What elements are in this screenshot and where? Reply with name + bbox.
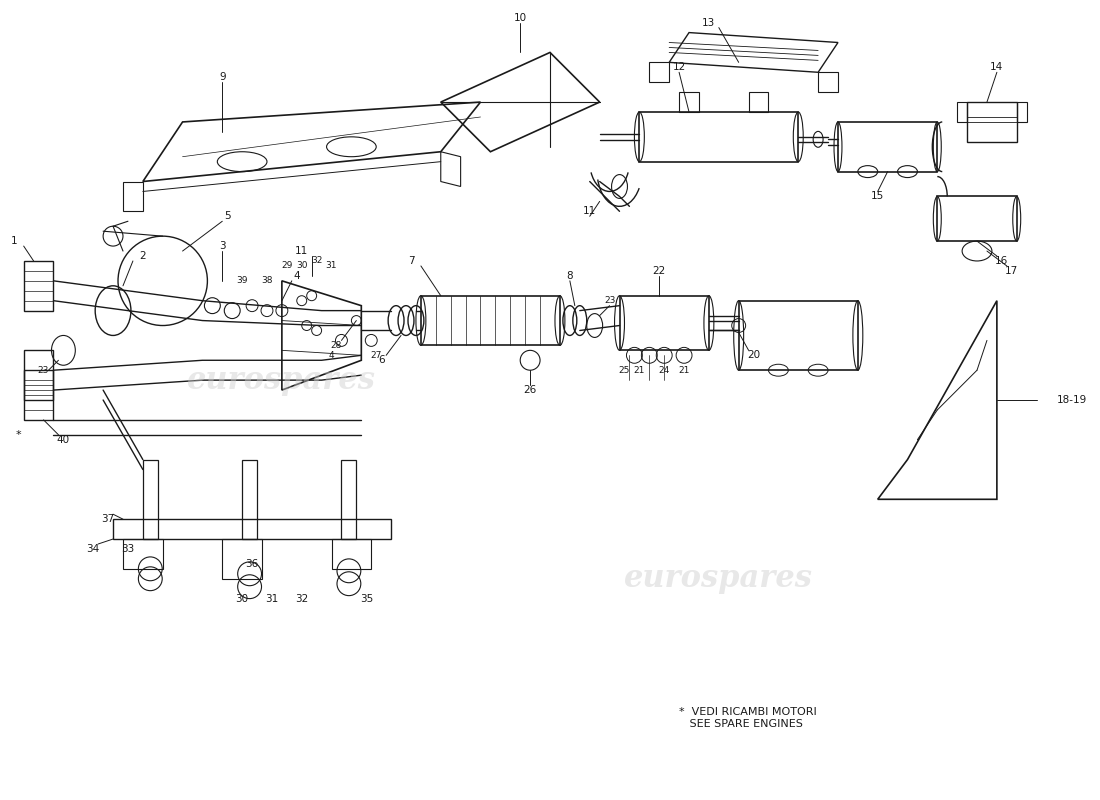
Text: 34: 34	[87, 544, 100, 554]
Text: 1: 1	[10, 236, 18, 246]
Text: 17: 17	[1005, 266, 1019, 276]
Text: 38: 38	[261, 276, 273, 286]
Text: 4: 4	[329, 351, 334, 360]
Text: 6: 6	[378, 355, 385, 366]
Text: 9: 9	[219, 72, 225, 82]
Text: 8: 8	[566, 271, 573, 281]
Bar	[739, 301, 858, 370]
Bar	[967, 102, 1016, 142]
Text: 24: 24	[659, 366, 670, 374]
Bar	[421, 296, 560, 346]
Text: eurospares: eurospares	[187, 365, 376, 396]
Text: 28: 28	[331, 341, 342, 350]
Text: 37: 37	[101, 514, 114, 524]
Text: 11: 11	[583, 206, 596, 216]
Text: 33: 33	[121, 544, 134, 554]
Text: 40: 40	[57, 434, 70, 445]
Text: 12: 12	[672, 62, 685, 72]
Text: 39: 39	[236, 276, 248, 286]
Text: 23: 23	[37, 366, 50, 374]
Text: 32: 32	[295, 594, 308, 604]
Bar	[619, 296, 708, 350]
Text: 27: 27	[371, 351, 382, 360]
Bar	[222, 539, 262, 578]
Bar	[838, 122, 937, 171]
Text: 31: 31	[265, 594, 278, 604]
Text: 14: 14	[990, 62, 1003, 72]
Text: 10: 10	[514, 13, 527, 22]
Text: 15: 15	[871, 191, 884, 202]
Bar	[341, 459, 356, 539]
Bar	[123, 539, 163, 569]
Text: 25: 25	[619, 366, 630, 374]
Text: 21: 21	[634, 366, 645, 374]
Text: 36: 36	[245, 559, 258, 569]
Bar	[143, 459, 157, 539]
Text: 16: 16	[996, 256, 1009, 266]
Text: 30: 30	[235, 594, 249, 604]
Text: 4: 4	[294, 271, 300, 281]
Text: 29: 29	[282, 262, 293, 270]
Bar	[113, 519, 392, 539]
Text: *  VEDI RICAMBI MOTORI
   SEE SPARE ENGINES: * VEDI RICAMBI MOTORI SEE SPARE ENGINES	[679, 707, 817, 729]
Text: 31: 31	[326, 262, 338, 270]
Bar	[639, 112, 799, 162]
Text: 21: 21	[679, 366, 690, 374]
Text: 22: 22	[652, 266, 666, 276]
Bar	[242, 459, 257, 539]
Text: 2: 2	[140, 251, 146, 261]
Text: 20: 20	[747, 350, 760, 360]
Text: 26: 26	[524, 385, 537, 395]
Text: *: *	[15, 430, 22, 440]
Text: 3: 3	[219, 241, 225, 251]
Text: 5: 5	[224, 211, 231, 222]
Text: 7: 7	[408, 256, 415, 266]
Text: 11: 11	[295, 246, 308, 256]
Text: 18-19: 18-19	[1056, 395, 1087, 405]
Text: eurospares: eurospares	[625, 563, 813, 594]
Bar	[331, 539, 372, 569]
Bar	[937, 197, 1016, 241]
Text: 30: 30	[296, 262, 308, 270]
Text: 32: 32	[311, 257, 322, 266]
Text: 13: 13	[702, 18, 715, 28]
Text: 23: 23	[604, 296, 615, 305]
Text: 35: 35	[360, 594, 373, 604]
